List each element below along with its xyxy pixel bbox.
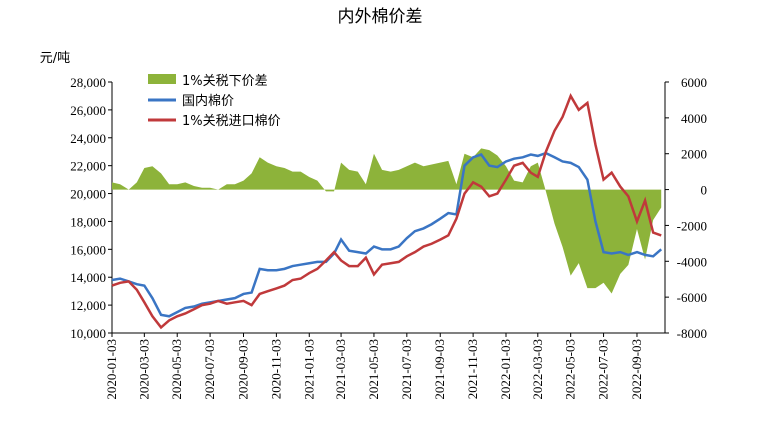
- x-tick-label: 2022-03-03: [530, 339, 545, 400]
- y-tick-label: 18,000: [70, 214, 106, 229]
- difference-area: [112, 148, 662, 294]
- y-tick-label: 16,000: [70, 242, 106, 257]
- x-tick-label: 2021-05-03: [366, 339, 381, 400]
- y-tick-label: 20,000: [70, 187, 106, 202]
- legend-label: 国内棉价: [182, 93, 234, 109]
- y2-tick-label: -2000: [677, 218, 707, 233]
- y-axis-label: 元/吨: [40, 51, 70, 66]
- y2-tick-label: 6000: [681, 75, 707, 90]
- x-tick-label: 2022-07-03: [596, 339, 611, 400]
- x-tick-label: 2022-01-03: [498, 339, 513, 400]
- chart-title: 内外棉价差: [338, 7, 423, 27]
- x-tick-label: 2021-01-03: [301, 339, 316, 400]
- y-tick-label: 26,000: [70, 103, 106, 118]
- y2-tick-label: -6000: [677, 290, 707, 305]
- x-tick-label: 2021-07-03: [399, 339, 414, 400]
- x-tick-label: 2021-11-03: [465, 339, 480, 399]
- y2-tick-label: -4000: [677, 254, 707, 269]
- x-tick-label: 2020-11-03: [268, 339, 283, 399]
- y-tick-label: 14,000: [70, 270, 106, 285]
- y-tick-label: 10,000: [70, 326, 106, 341]
- x-tick-label: 2020-09-03: [236, 339, 251, 400]
- y2-tick-label: 2000: [681, 147, 707, 162]
- price-line: [111, 93, 662, 330]
- y-tick-label: 24,000: [70, 131, 106, 146]
- legend-label: 1%关税下价差: [182, 74, 268, 89]
- x-tick-label: 2022-09-03: [629, 339, 644, 400]
- x-tick-label: 2020-01-03: [104, 339, 119, 400]
- y2-tick-label: 0: [701, 183, 708, 198]
- x-tick-label: 2020-03-03: [136, 339, 151, 400]
- legend-label: 1%关税进口棉价: [182, 114, 281, 129]
- y-tick-label: 22,000: [70, 159, 106, 174]
- y-tick-label: 28,000: [70, 75, 106, 90]
- y2-tick-label: 4000: [681, 111, 707, 126]
- x-tick-label: 2020-07-03: [202, 339, 217, 400]
- price-line: [111, 151, 663, 318]
- y2-tick-label: -8000: [677, 326, 707, 341]
- x-tick-label: 2022-05-03: [563, 339, 578, 400]
- y-tick-label: 12,000: [70, 298, 106, 313]
- legend-swatch: [148, 74, 176, 84]
- x-tick-label: 2021-09-03: [432, 339, 447, 400]
- x-tick-label: 2020-05-03: [169, 339, 184, 400]
- x-tick-label: 2021-03-03: [333, 339, 348, 400]
